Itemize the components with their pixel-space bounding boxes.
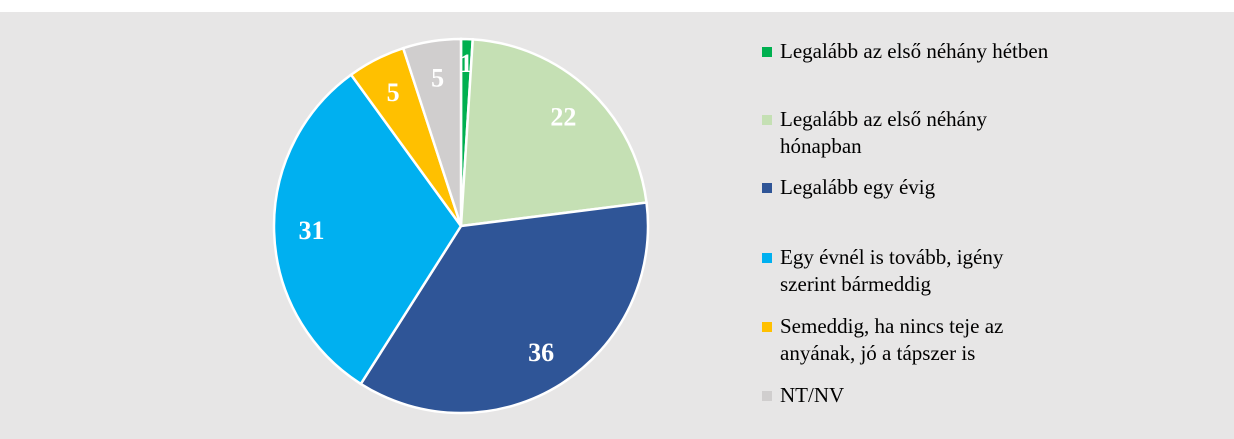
legend-item: NT/NV xyxy=(760,382,1060,409)
legend-label: Legalább az első néhány hétben xyxy=(780,39,1049,63)
legend-label: Legalább az első néhány hónapban xyxy=(780,107,987,158)
legend-item: Legalább az első néhány hétben xyxy=(760,38,1060,65)
legend-label: NT/NV xyxy=(780,383,845,407)
legend-label: Egy évnél is tovább, igény szerint bárme… xyxy=(780,245,1004,296)
legend-swatch xyxy=(762,115,772,125)
pie-slice xyxy=(459,38,648,228)
legend-swatch xyxy=(762,253,772,263)
data-label: 1 xyxy=(460,49,473,78)
legend-item: Egy évnél is tovább, igény szerint bárme… xyxy=(760,244,1060,298)
legend-label: Legalább egy évig xyxy=(780,175,936,199)
legend-label: Semeddig, ha nincs teje az anyának, jó a… xyxy=(780,314,1004,365)
pie-slice xyxy=(359,201,650,415)
pie-slice xyxy=(401,37,463,227)
legend-item: Legalább egy évig xyxy=(760,174,1060,201)
data-label: 5 xyxy=(431,64,444,93)
legend-item: Legalább az első néhány hónapban xyxy=(760,106,1060,160)
legend-swatch xyxy=(762,183,772,193)
data-label: 31 xyxy=(298,216,324,245)
pie-slice xyxy=(272,72,463,386)
data-label: 36 xyxy=(528,338,554,367)
legend-item: Semeddig, ha nincs teje az anyának, jó a… xyxy=(760,313,1060,367)
legend-swatch xyxy=(762,322,772,332)
legend-swatch xyxy=(762,47,772,57)
legend-swatch xyxy=(762,391,772,401)
data-label: 22 xyxy=(550,102,576,131)
data-label: 5 xyxy=(387,78,400,107)
